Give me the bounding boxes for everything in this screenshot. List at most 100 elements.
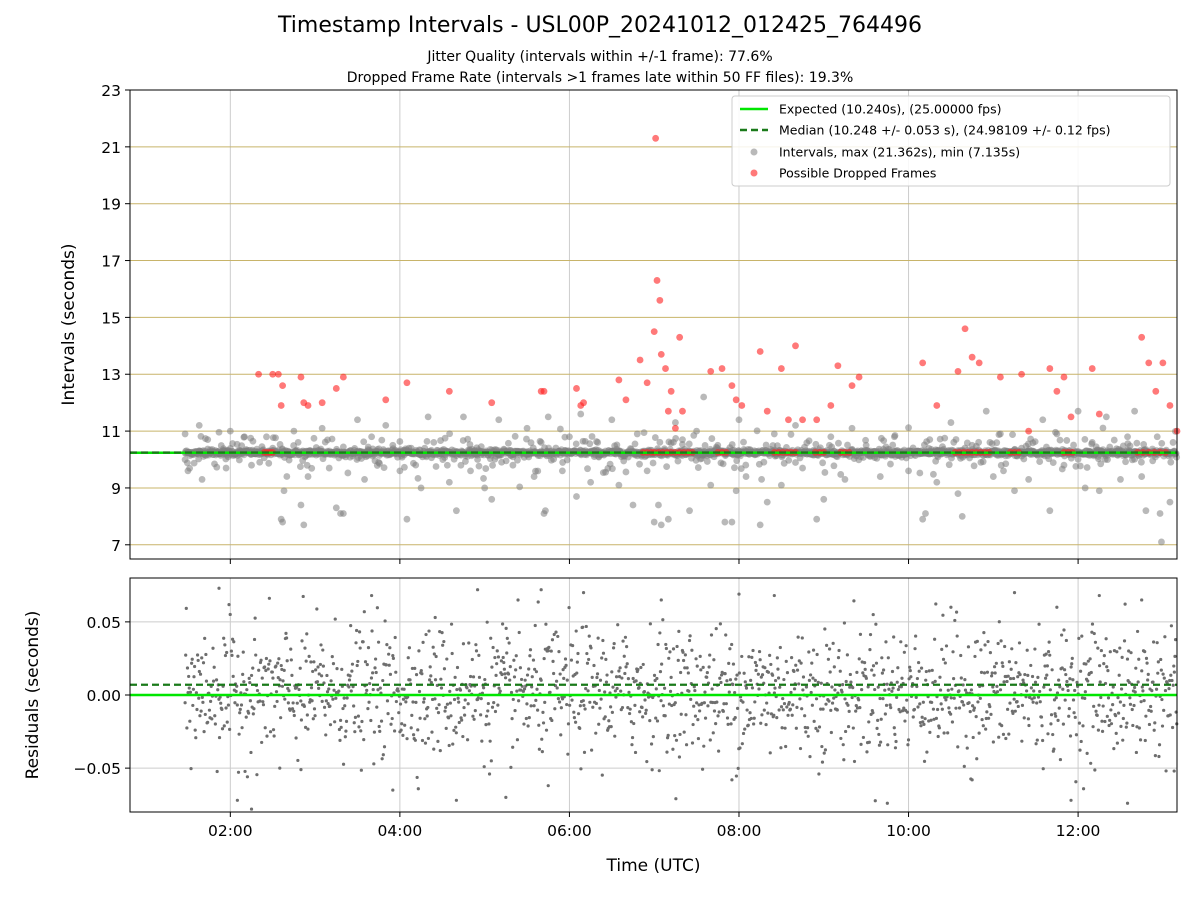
- interval-point: [1156, 510, 1164, 517]
- residual-point: [906, 738, 911, 742]
- residual-point: [366, 707, 370, 711]
- residual-point: [223, 643, 227, 647]
- interval-point: [464, 435, 472, 443]
- residual-point: [414, 700, 418, 704]
- residual-point: [527, 716, 531, 720]
- interval-point: [195, 422, 203, 429]
- interval-point: [224, 453, 232, 461]
- residual-point: [959, 676, 963, 680]
- interval-point: [423, 437, 431, 445]
- residual-point: [760, 673, 765, 677]
- interval-point: [701, 442, 709, 449]
- residual-point: [764, 722, 768, 727]
- residual-point: [413, 738, 417, 742]
- residual-point: [784, 744, 788, 749]
- residual-point: [1021, 678, 1025, 682]
- residual-point: [354, 641, 358, 645]
- residual-point: [498, 689, 502, 693]
- residual-point: [411, 700, 415, 704]
- residual-point: [382, 745, 387, 749]
- interval-point: [672, 419, 679, 426]
- interval-point: [502, 457, 510, 465]
- residual-point: [447, 743, 451, 748]
- residual-point: [306, 727, 310, 731]
- residual-point: [327, 687, 331, 691]
- interval-point: [525, 453, 533, 461]
- residual-point: [443, 709, 447, 713]
- residual-point: [252, 707, 256, 711]
- interval-point: [278, 445, 286, 453]
- residual-point: [566, 722, 571, 726]
- residual-point: [921, 720, 925, 724]
- legend: Expected (10.240s), (25.00000 fps) Media…: [731, 95, 1171, 187]
- residual-point: [633, 750, 638, 755]
- interval-point: [640, 429, 648, 437]
- interval-point: [608, 465, 616, 473]
- residual-point: [568, 703, 572, 707]
- residual-point: [943, 661, 947, 665]
- interval-point: [643, 467, 651, 475]
- interval-point: [1036, 458, 1044, 465]
- residual-point: [1153, 721, 1157, 725]
- residual-point: [1105, 665, 1109, 669]
- residual-point: [222, 724, 226, 728]
- residual-point: [812, 719, 816, 723]
- interval-point: [622, 468, 630, 476]
- residual-point: [385, 699, 390, 703]
- interval-point: [344, 469, 352, 477]
- residual-point: [292, 713, 296, 718]
- residual-point: [972, 706, 976, 710]
- residual-point: [1077, 636, 1081, 640]
- residual-point: [515, 738, 520, 742]
- residual-point: [226, 703, 231, 707]
- interval-point: [222, 464, 230, 472]
- residual-point: [866, 685, 870, 689]
- interval-point: [550, 455, 558, 463]
- residual-point: [454, 798, 458, 802]
- residual-point: [1081, 724, 1085, 728]
- residual-point: [695, 701, 699, 705]
- interval-point: [1088, 439, 1096, 446]
- residual-point: [1142, 699, 1146, 703]
- residual-point: [1026, 673, 1030, 677]
- residual-point: [652, 673, 657, 677]
- residual-point: [1136, 680, 1140, 684]
- interval-point: [1133, 439, 1141, 447]
- residual-point: [738, 746, 742, 750]
- residual-point: [338, 718, 343, 722]
- residual-point: [642, 689, 647, 694]
- interval-point: [1060, 461, 1068, 469]
- dropped-frame-point: [975, 359, 983, 367]
- residual-point: [483, 677, 487, 682]
- residual-point: [456, 696, 460, 700]
- residual-point: [436, 739, 440, 743]
- dropped-frame-point: [679, 407, 686, 415]
- residual-point: [779, 705, 784, 709]
- residual-point: [947, 706, 951, 710]
- residual-point: [716, 714, 720, 718]
- interval-point: [875, 445, 883, 453]
- residual-point: [840, 690, 844, 694]
- residual-point: [291, 701, 295, 705]
- residual-point: [701, 665, 705, 669]
- residual-point: [949, 696, 953, 700]
- residual-point: [490, 665, 494, 669]
- residual-point: [317, 686, 321, 690]
- residual-point: [724, 702, 728, 706]
- residual-point: [1071, 678, 1075, 682]
- residual-point: [892, 726, 896, 730]
- residual-point: [630, 735, 635, 740]
- residual-point: [187, 686, 191, 690]
- residual-point: [820, 744, 824, 749]
- residual-point: [309, 686, 314, 690]
- residual-point: [295, 701, 299, 705]
- residual-point: [485, 620, 489, 624]
- residual-point: [213, 722, 217, 726]
- interval-point: [441, 434, 449, 442]
- residual-point: [822, 751, 826, 755]
- residual-point: [258, 699, 262, 703]
- residual-point: [407, 646, 412, 650]
- residual-point: [914, 634, 918, 638]
- residual-point: [1016, 675, 1020, 679]
- residual-point: [1090, 622, 1095, 626]
